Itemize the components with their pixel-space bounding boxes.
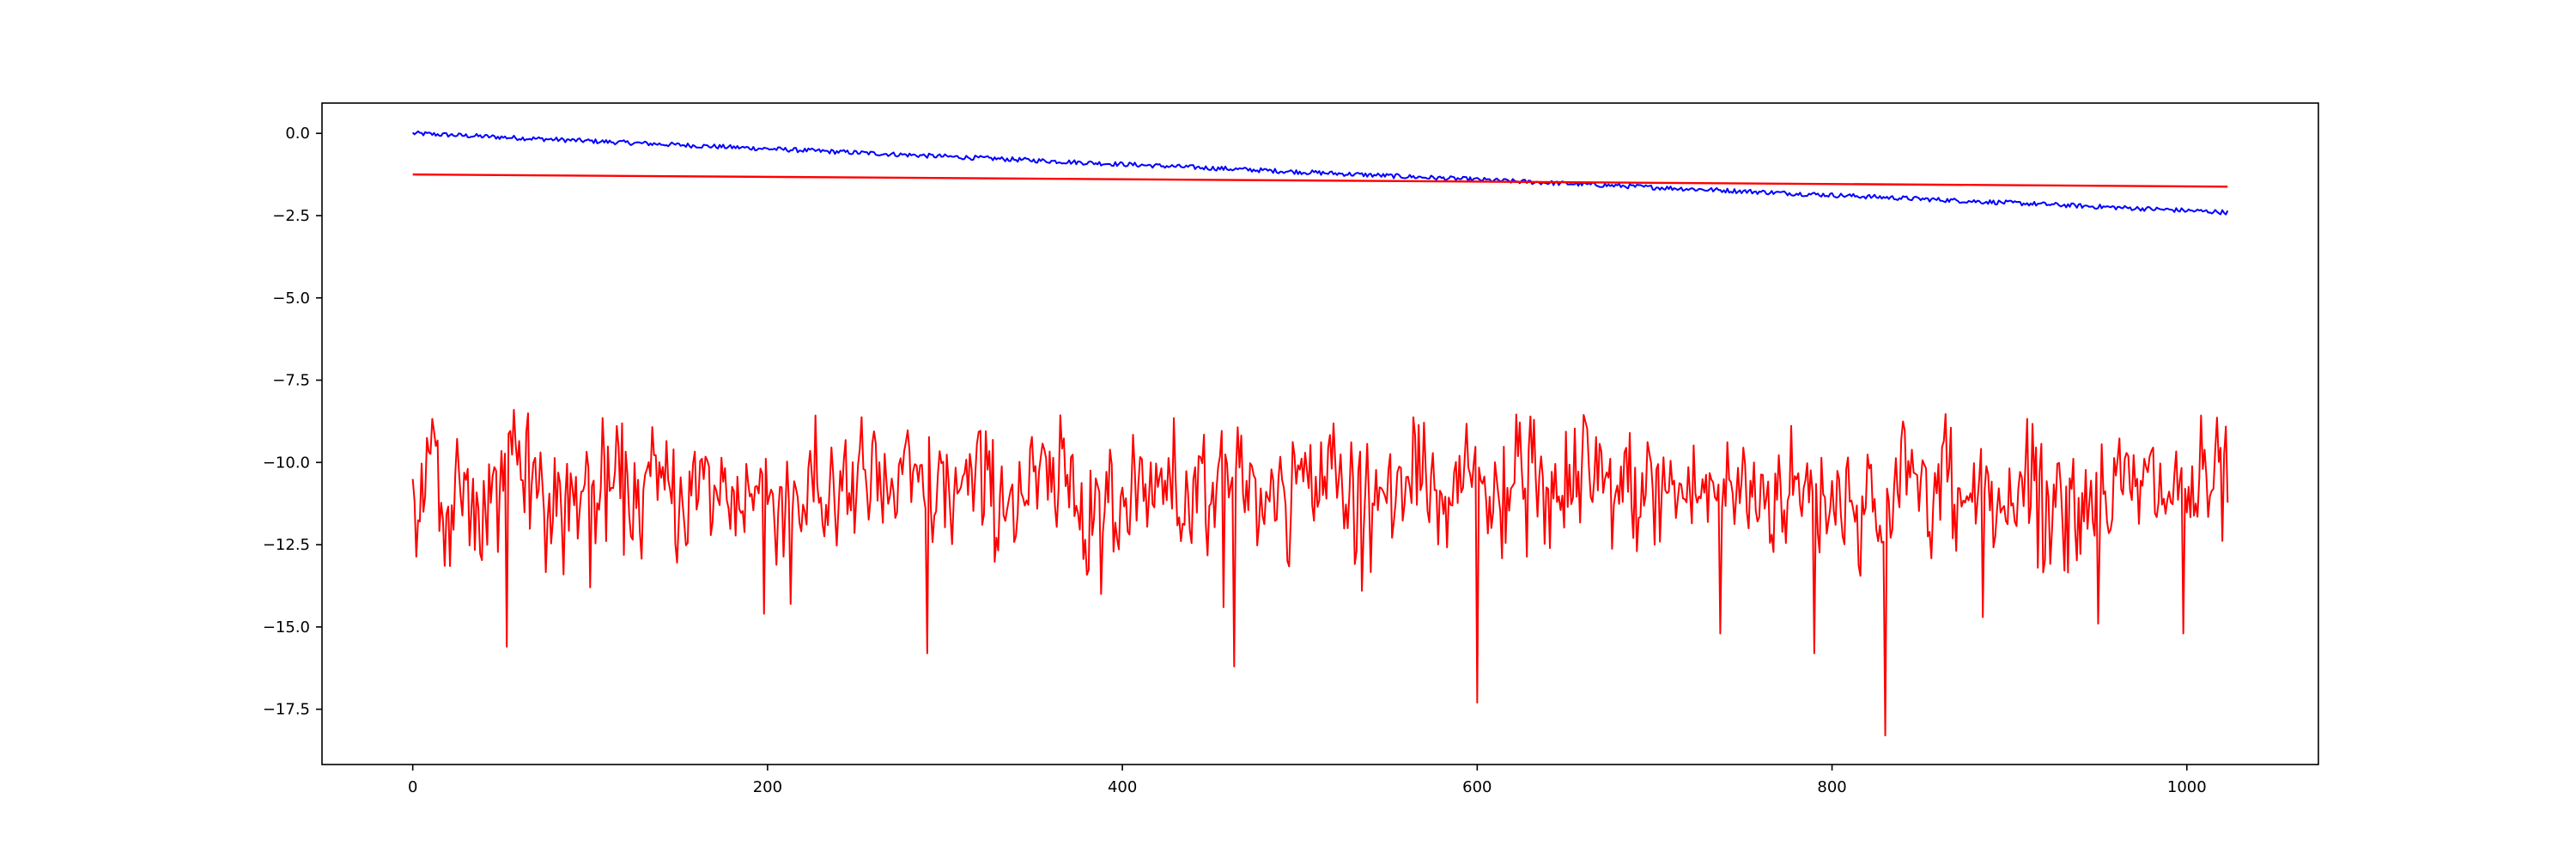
y-tick-label: −5.0 bbox=[272, 289, 310, 308]
plot-frame bbox=[321, 102, 2319, 765]
x-axis: 0 200 400 600 800 1000 bbox=[408, 765, 2207, 796]
y-tick-label: −2.5 bbox=[272, 207, 310, 225]
y-tick-label: −17.5 bbox=[263, 701, 310, 719]
y-axis: 0.0 −2.5 −5.0 −7.5 −10.0 −12.5 −15.0 −17.5 bbox=[263, 125, 322, 719]
y-tick-label: −7.5 bbox=[272, 372, 310, 390]
x-tick-label: 800 bbox=[1817, 778, 1846, 796]
x-tick-label: 0 bbox=[408, 778, 417, 796]
series-layer bbox=[411, 130, 2229, 737]
y-tick-label: −10.0 bbox=[263, 454, 310, 472]
series-line-2 bbox=[411, 409, 2229, 737]
x-tick-label: 200 bbox=[753, 778, 782, 796]
y-tick-label: −15.0 bbox=[263, 618, 310, 637]
x-tick-label: 1000 bbox=[2167, 778, 2207, 796]
y-tick-label: 0.0 bbox=[285, 125, 310, 143]
x-tick-label: 600 bbox=[1462, 778, 1492, 796]
series-line-1 bbox=[412, 173, 2228, 188]
y-tick-label: −12.5 bbox=[263, 536, 310, 554]
series-line-0 bbox=[411, 130, 2229, 216]
x-tick-label: 400 bbox=[1108, 778, 1137, 796]
